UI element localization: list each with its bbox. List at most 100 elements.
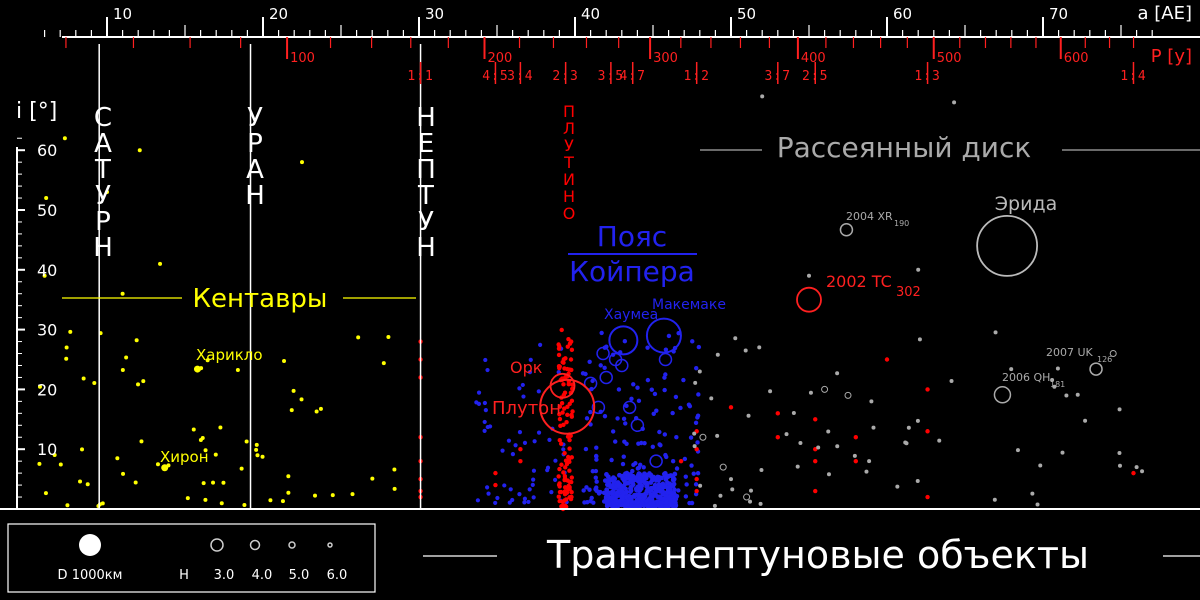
- data-point: [635, 466, 641, 471]
- data-point: [835, 371, 840, 376]
- data-point: [645, 345, 650, 350]
- data-point: [121, 471, 126, 476]
- data-point: [641, 465, 646, 470]
- data-point: [569, 479, 574, 485]
- data-point: [853, 458, 858, 464]
- data-point: [567, 468, 572, 473]
- period-tick-label: 500: [937, 51, 962, 66]
- data-point: [559, 327, 564, 333]
- data-point: [569, 455, 574, 460]
- data-point: [557, 489, 563, 495]
- data-point: [694, 447, 699, 452]
- data-point: [1015, 448, 1020, 453]
- data-point: [522, 500, 527, 505]
- data-point: [633, 503, 638, 509]
- period-tick-label: 600: [1064, 51, 1089, 66]
- data-point: [835, 444, 840, 449]
- data-point: [620, 475, 626, 480]
- named-object-marker: [549, 372, 576, 399]
- x-axis-label: a [АЕ]: [1138, 3, 1192, 24]
- data-point: [864, 469, 869, 474]
- data-point: [623, 471, 628, 477]
- data-point: [807, 273, 811, 278]
- data-point: [569, 367, 574, 373]
- y-tick-label: 20: [37, 380, 57, 399]
- data-point: [662, 375, 667, 380]
- data-point: [590, 469, 596, 474]
- data-point: [105, 190, 109, 195]
- data-point: [784, 432, 789, 437]
- data-point: [563, 497, 569, 502]
- data-point: [622, 400, 637, 415]
- data-point: [629, 480, 635, 485]
- data-point: [531, 477, 536, 482]
- data-point: [718, 493, 723, 498]
- planet-letter: А: [94, 129, 112, 159]
- data-point: [221, 480, 226, 485]
- named-object-marker: [993, 386, 1012, 404]
- data-point: [915, 479, 920, 484]
- data-point: [696, 344, 702, 350]
- data-point: [662, 432, 668, 437]
- data-point: [299, 397, 304, 402]
- data-point: [587, 359, 592, 364]
- data-point: [610, 429, 616, 434]
- data-point: [556, 494, 561, 499]
- data-point: [475, 498, 480, 503]
- data-point: [620, 461, 626, 467]
- data-point: [518, 447, 523, 452]
- period-tick-label: 400: [801, 51, 826, 66]
- data-point: [594, 445, 599, 450]
- plutino-letter: О: [563, 204, 576, 223]
- legend-h-marker: [249, 539, 261, 551]
- data-point: [712, 503, 717, 508]
- data-point: [628, 488, 634, 493]
- data-point: [670, 410, 675, 416]
- data-point: [681, 377, 686, 383]
- data-point: [557, 466, 562, 472]
- data-point: [746, 413, 751, 418]
- data-point: [670, 459, 676, 464]
- planet-letter: Т: [94, 155, 111, 185]
- data-point: [560, 499, 565, 505]
- plutino-letter: Т: [563, 153, 574, 172]
- data-point: [826, 429, 831, 434]
- resonance-label: 2:3: [552, 69, 578, 84]
- data-point: [629, 494, 634, 500]
- data-point: [312, 493, 317, 498]
- data-point: [510, 451, 516, 457]
- data-point: [500, 448, 505, 453]
- planet-letter: Т: [417, 181, 434, 211]
- data-point: [696, 392, 701, 397]
- planet-letter: У: [418, 207, 434, 237]
- data-point: [643, 474, 649, 480]
- legend-h-marker: [327, 542, 333, 548]
- data-point: [590, 378, 595, 384]
- data-point: [613, 493, 619, 499]
- data-point: [884, 357, 890, 362]
- data-point: [613, 439, 618, 444]
- data-point: [642, 440, 647, 446]
- data-point: [559, 400, 565, 406]
- data-point: [895, 484, 900, 489]
- data-point: [286, 490, 291, 495]
- data-point: [623, 486, 628, 492]
- data-point: [584, 416, 590, 421]
- data-point: [813, 458, 818, 464]
- data-point: [667, 490, 673, 495]
- data-point: [610, 489, 615, 495]
- data-point: [520, 382, 525, 388]
- data-point: [639, 440, 644, 446]
- data-point: [568, 357, 574, 362]
- data-point: [647, 489, 652, 494]
- data-point: [610, 484, 615, 490]
- data-point: [654, 408, 659, 413]
- y-tick-label: 60: [37, 141, 57, 160]
- data-point: [582, 500, 587, 505]
- data-point: [201, 481, 206, 486]
- legend-box: [7, 523, 376, 593]
- data-point: [648, 474, 654, 480]
- data-point: [628, 484, 634, 490]
- data-point: [665, 474, 671, 480]
- data-point: [330, 493, 335, 498]
